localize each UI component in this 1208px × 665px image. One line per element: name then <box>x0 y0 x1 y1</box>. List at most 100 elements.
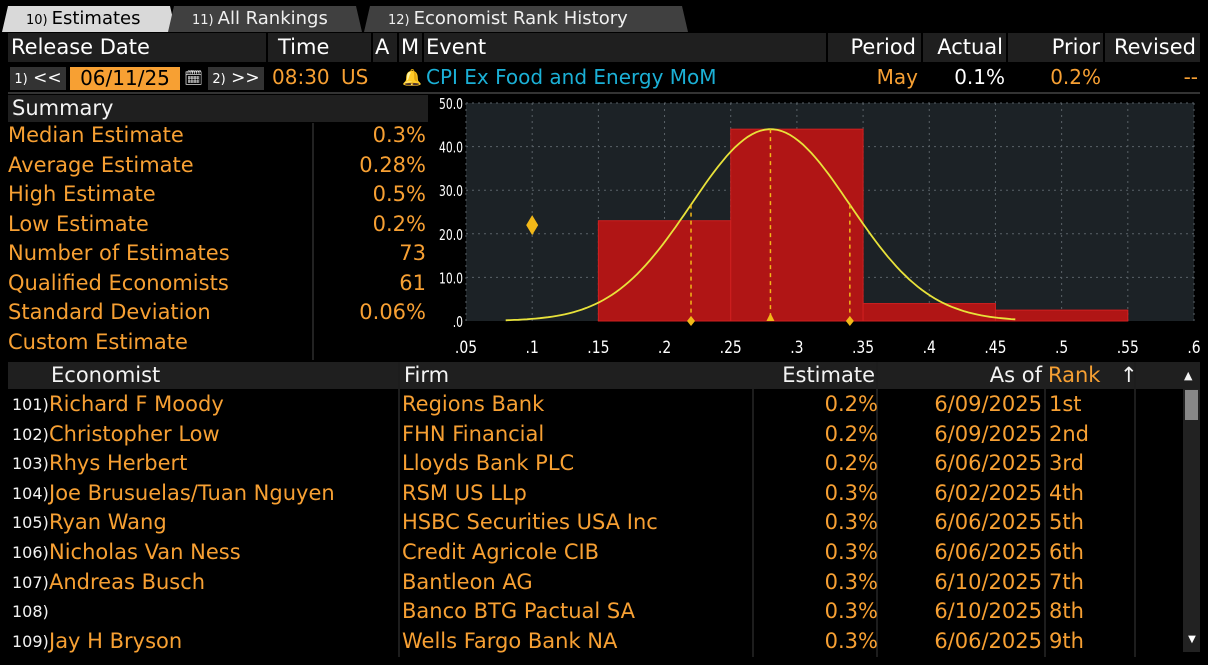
column-as-of[interactable]: As of <box>989 363 1042 387</box>
economist-name[interactable]: Joe Brusuelas/Tuan Nguyen <box>49 480 335 505</box>
next-release-button[interactable]: 2) >> <box>208 67 264 90</box>
column-estimate[interactable]: Estimate <box>782 363 875 387</box>
column-rank[interactable]: Rank <box>1048 363 1101 387</box>
table-row[interactable]: 105) Ryan Wang HSBC Securities USA Inc 0… <box>0 508 1200 538</box>
column-firm[interactable]: Firm <box>404 363 450 387</box>
divider <box>312 123 314 360</box>
estimate-value: 0.3% <box>824 540 878 564</box>
firm-name[interactable]: FHN Financial <box>402 421 545 446</box>
y-tick-label: .0 <box>453 314 463 331</box>
table-row[interactable]: 106) Nicholas Van Ness Credit Agricole C… <box>0 538 1200 568</box>
divider <box>752 389 754 657</box>
summary-label: Average Estimate <box>8 153 194 177</box>
table-row[interactable]: 102) Christopher Low FHN Financial 0.2% … <box>0 420 1200 450</box>
tab-all-rankings[interactable]: 11) All Rankings <box>168 6 362 32</box>
as-of-date: 6/06/2025 <box>934 510 1042 535</box>
firm-name[interactable]: Bantleon AG <box>402 569 533 594</box>
sort-ascending-icon[interactable]: ↑ <box>1120 363 1138 387</box>
row-number: 102) <box>12 424 49 444</box>
row-number: 104) <box>12 483 49 503</box>
header-revised: Revised <box>1113 35 1196 59</box>
rank-value: 1st <box>1049 392 1082 416</box>
summary-value: 0.06% <box>359 300 426 324</box>
header-period: Period <box>850 35 916 59</box>
tab-label: Economist Rank History <box>413 8 628 29</box>
rank-value: 9th <box>1049 628 1084 653</box>
table-row[interactable]: 104) Joe Brusuelas/Tuan Nguyen RSM US LL… <box>0 479 1200 509</box>
histogram-bar <box>730 128 864 322</box>
header-m: M <box>401 35 420 59</box>
economist-table-body: 101) Richard F Moody Regions Bank 0.2% 6… <box>0 390 1180 655</box>
scroll-down-icon[interactable]: ▼ <box>1188 634 1196 645</box>
estimate-distribution-chart: .05 .1 .15 .2 .25 .3 .35 .4 .45 .5 .55 .6 .0 10.0 20.0… <box>439 96 1200 358</box>
alert-bell-icon[interactable]: 🔔 <box>402 68 422 87</box>
release-revised: -- <box>1183 65 1198 89</box>
table-row[interactable]: 109) Jay H Bryson Wells Fargo Bank NA 0.… <box>0 627 1200 657</box>
histogram-bar <box>597 220 732 322</box>
economist-table-header: Economist Firm Estimate As of Rank ↑ ▲ <box>8 362 1200 389</box>
calendar-icon[interactable]: 🗓 <box>184 69 204 87</box>
y-tick-label: 10.0 <box>439 271 463 288</box>
summary-value: 73 <box>399 241 426 265</box>
prev-release-button[interactable]: 1) << <box>10 67 66 90</box>
custom-estimate-label[interactable]: Custom Estimate <box>8 330 188 354</box>
summary-label: Qualified Economists <box>8 271 229 295</box>
divider <box>826 33 828 92</box>
x-tick-label: .1 <box>526 338 539 358</box>
table-row[interactable]: 108) Banco BTG Pactual SA 0.3% 6/10/2025… <box>0 597 1200 627</box>
table-row[interactable]: 101) Richard F Moody Regions Bank 0.2% 6… <box>0 390 1200 420</box>
as-of-date: 6/09/2025 <box>934 421 1042 446</box>
divider <box>1006 33 1008 92</box>
divider <box>266 33 268 92</box>
tab-number: 12) <box>388 13 410 28</box>
firm-name[interactable]: RSM US LLp <box>402 480 527 505</box>
economist-name[interactable]: Jay H Bryson <box>49 628 183 653</box>
as-of-date: 6/10/2025 <box>934 599 1042 624</box>
header-release-date: Release Date <box>11 35 150 59</box>
double-left-icon: << <box>33 68 62 88</box>
rank-value: 5th <box>1049 510 1084 535</box>
button-number: 1) <box>14 72 28 87</box>
economist-name[interactable]: Richard F Moody <box>49 392 224 416</box>
x-tick-label: .05 <box>455 338 477 358</box>
table-row[interactable]: 107) Andreas Busch Bantleon AG 0.3% 6/10… <box>0 568 1200 598</box>
release-time: 08:30 <box>272 65 330 89</box>
x-tick-label: .5 <box>1055 338 1068 358</box>
y-tick-label: 50.0 <box>439 96 463 113</box>
scroll-up-icon[interactable]: ▲ <box>1184 369 1193 382</box>
table-row[interactable]: 103) Rhys Herbert Lloyds Bank PLC 0.2% 6… <box>0 449 1200 479</box>
firm-name[interactable]: Wells Fargo Bank NA <box>402 628 618 653</box>
summary-label: Median Estimate <box>8 123 184 147</box>
column-economist[interactable]: Economist <box>51 363 161 387</box>
x-tick-label: .55 <box>1117 338 1139 358</box>
firm-name[interactable]: Lloyds Bank PLC <box>402 451 575 476</box>
economist-name[interactable]: Ryan Wang <box>49 510 167 535</box>
estimate-value: 0.2% <box>824 392 878 416</box>
y-tick-label: 40.0 <box>439 140 463 157</box>
tab-number: 10) <box>26 13 48 28</box>
tab-label: Estimates <box>51 8 141 29</box>
firm-name[interactable]: Credit Agricole CIB <box>402 540 600 564</box>
row-number: 106) <box>12 543 49 562</box>
x-tick-label: .3 <box>790 338 803 358</box>
firm-name[interactable]: HSBC Securities USA Inc <box>402 510 658 535</box>
economist-name[interactable]: Andreas Busch <box>49 569 206 594</box>
tab-estimates[interactable]: 10) Estimates <box>2 6 176 32</box>
economist-name[interactable]: Rhys Herbert <box>49 451 188 476</box>
x-tick-label: .45 <box>984 338 1006 358</box>
rank-value: 2nd <box>1049 421 1090 446</box>
release-region: US <box>341 65 369 89</box>
scrollbar-thumb[interactable] <box>1185 390 1198 420</box>
firm-name[interactable]: Banco BTG Pactual SA <box>402 599 635 624</box>
release-date-input[interactable]: 06/11/25 <box>70 67 180 90</box>
economist-name[interactable]: Christopher Low <box>49 421 220 446</box>
x-tick-label: .35 <box>852 338 874 358</box>
event-name[interactable]: CPI Ex Food and Energy MoM <box>426 65 717 89</box>
tab-economist-rank-history[interactable]: 12) Economist Rank History <box>364 6 688 32</box>
as-of-date: 6/06/2025 <box>934 628 1042 653</box>
firm-name[interactable]: Regions Bank <box>402 392 545 416</box>
economist-name[interactable]: Nicholas Van Ness <box>49 540 241 564</box>
summary-value: 0.5% <box>372 182 426 206</box>
table-scrollbar[interactable] <box>1183 389 1200 652</box>
median-triangle-marker <box>766 313 775 321</box>
